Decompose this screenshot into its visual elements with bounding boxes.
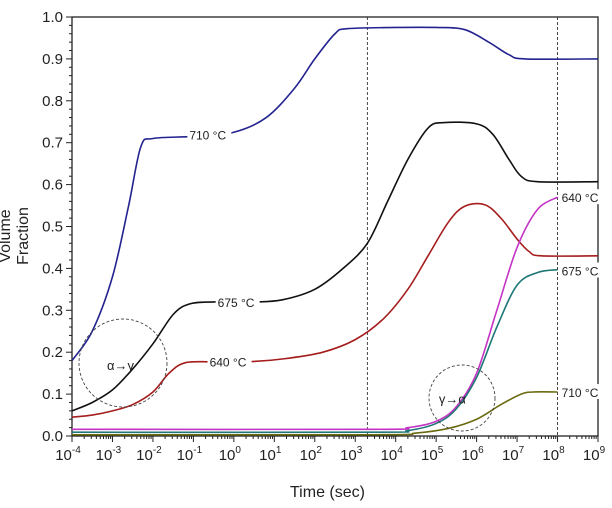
series-line-2 xyxy=(71,202,599,418)
y-tick-label: 0.4 xyxy=(42,260,63,277)
x-tick-label: 102 xyxy=(300,445,323,464)
x-tick-label: 109 xyxy=(583,445,606,464)
y-tick-label: 0.9 xyxy=(42,51,63,68)
y-tick-label: 0.0 xyxy=(42,428,63,445)
y-tick-label: 0.8 xyxy=(42,93,63,110)
annotation-circle xyxy=(428,364,496,432)
x-tick-label: 104 xyxy=(381,445,404,464)
y-tick-label: 0.2 xyxy=(42,344,63,361)
series-label: 640 °C xyxy=(562,191,599,205)
y-tick-label: 0.1 xyxy=(42,386,63,403)
annotation-circle xyxy=(78,318,168,408)
series-label-bg xyxy=(559,189,604,205)
x-tick-label: 10-3 xyxy=(96,445,122,464)
annotation-label: α→γ xyxy=(107,358,135,373)
x-tick-label: 103 xyxy=(340,445,363,464)
y-tick-label: 1.0 xyxy=(42,9,63,26)
series-label: 675 °C xyxy=(562,264,599,278)
y-tick-label: 0.5 xyxy=(42,219,63,236)
x-tick-label: 101 xyxy=(259,445,282,464)
x-tick-label: 106 xyxy=(461,445,484,464)
y-axis-label: Volume Fraction xyxy=(0,207,32,265)
series-label: 710 °C xyxy=(189,128,226,142)
annotation-label: γ→α xyxy=(439,391,467,406)
x-axis-label: Time (sec) xyxy=(290,484,365,501)
series-line-5 xyxy=(71,391,558,436)
x-tick-label: 107 xyxy=(502,445,525,464)
series-line-4 xyxy=(71,268,558,434)
x-tick-label: 10-1 xyxy=(177,445,203,464)
series-label-bg xyxy=(215,293,260,309)
x-tick-label: 108 xyxy=(542,445,565,464)
plot-frame xyxy=(71,16,599,437)
y-tick-label: 0.7 xyxy=(42,135,63,152)
series-line-1 xyxy=(71,121,599,412)
series-label: 710 °C xyxy=(562,386,599,400)
x-tick-label: 10-2 xyxy=(136,445,162,464)
x-tick-label: 105 xyxy=(421,445,444,464)
series-label: 675 °C xyxy=(218,296,255,310)
series-label-bg xyxy=(559,384,604,400)
y-tick-label: 0.6 xyxy=(42,177,63,194)
series-line-3 xyxy=(71,196,558,431)
x-tick-label: 100 xyxy=(219,445,242,464)
series-line-0 xyxy=(71,26,599,362)
series-label: 640 °C xyxy=(210,355,247,369)
series-label-bg xyxy=(559,262,604,278)
y-tick-label: 0.3 xyxy=(42,302,63,319)
series-label-bg xyxy=(187,126,232,142)
x-tick-label: 10-4 xyxy=(55,445,81,464)
series-label-bg xyxy=(207,353,252,369)
